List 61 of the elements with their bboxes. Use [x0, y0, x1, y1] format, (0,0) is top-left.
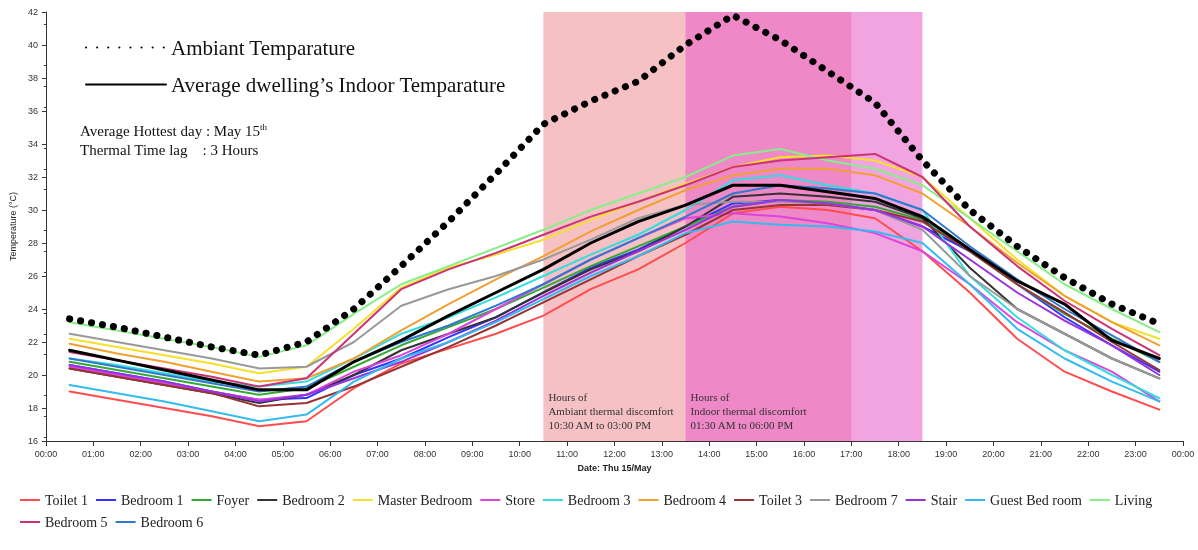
x-tick-label: 00:00: [1171, 448, 1195, 459]
legend-label: Bedroom 6: [140, 514, 204, 530]
x-tick-label: 04:00: [224, 448, 247, 459]
legend-label: Bedroom 7: [835, 492, 898, 508]
y-tick-label: 40: [27, 40, 38, 50]
x-tick-label: 18:00: [887, 448, 910, 459]
legend-label: Living: [1114, 492, 1153, 508]
y-tick-label: 20: [27, 370, 38, 380]
band-label: Hours of Ambiant thermal discomfort 10:30 AM to 03:00 PM: [548, 391, 674, 431]
x-tick-label: 01:00: [82, 448, 105, 459]
legend-label: Bedroom 2: [282, 492, 345, 508]
x-tick-label: 02:00: [129, 448, 152, 459]
legend-label: Toilet 1: [45, 492, 88, 508]
x-tick-label: 14:00: [697, 448, 721, 459]
legend-label: Bedroom 4: [663, 492, 727, 508]
x-tick-label: 19:00: [934, 448, 958, 459]
y-tick-label: 24: [27, 304, 38, 314]
x-tick-label: 20:00: [982, 448, 1005, 459]
x-tick-label: 13:00: [650, 448, 674, 459]
y-tick-label: 16: [27, 436, 38, 446]
x-axis-title: Date: Thu 15/May: [577, 462, 652, 473]
annotation: Thermal Time lag : 3 Hours: [80, 141, 259, 158]
x-tick-label: 00:00: [34, 448, 58, 459]
x-tick-label: 16:00: [792, 448, 816, 459]
legend-label: Toilet 3: [759, 492, 803, 508]
y-tick-label: 18: [27, 403, 38, 413]
x-tick-label: 17:00: [840, 448, 863, 459]
band-label: Hours of Indoor thermal discomfort 01:30 AM to 06:00 PM: [690, 391, 807, 431]
legend-label: Store: [505, 492, 535, 508]
y-tick-label: 26: [27, 271, 38, 281]
legend-label: Bedroom 5: [45, 514, 108, 530]
x-tick-label: 05:00: [271, 448, 295, 459]
legend-label: Average dwelling’s Indoor Temparature: [171, 72, 506, 97]
y-tick-label: 28: [27, 238, 38, 248]
x-tick-label: 03:00: [176, 448, 200, 459]
x-tick-label: 12:00: [603, 448, 626, 459]
x-tick-label: 21:00: [1029, 448, 1053, 459]
x-tick-label: 22:00: [1076, 448, 1100, 459]
y-tick-label: 34: [27, 139, 38, 149]
y-tick-label: 42: [27, 7, 38, 17]
y-tick-label: 32: [27, 172, 38, 182]
x-tick-label: 08:00: [413, 448, 437, 459]
legend-label: Stair: [930, 492, 958, 508]
legend-label: Ambiant Temparature: [171, 35, 356, 60]
x-tick-label: 09:00: [461, 448, 484, 459]
x-tick-label: 15:00: [745, 448, 768, 459]
legend-label: Guest Bed room: [990, 492, 1082, 508]
x-tick-label: 11:00: [556, 448, 579, 459]
y-tick-label: 22: [27, 337, 38, 347]
x-tick-label: 06:00: [318, 448, 342, 459]
x-tick-label: 10:00: [508, 448, 531, 459]
y-tick-label: 36: [27, 106, 38, 116]
y-tick-label: 30: [27, 205, 38, 215]
legend-label: Foyer: [216, 492, 250, 508]
legend-label: Bedroom 1: [120, 492, 184, 508]
legend-label: Bedroom 3: [567, 492, 631, 508]
y-axis-title: Temperature (°C): [7, 191, 18, 262]
y-tick-label: 38: [27, 73, 38, 83]
x-tick-label: 07:00: [366, 448, 389, 459]
legend-label: Master Bedroom: [377, 492, 473, 508]
x-tick-label: 23:00: [1124, 448, 1147, 459]
